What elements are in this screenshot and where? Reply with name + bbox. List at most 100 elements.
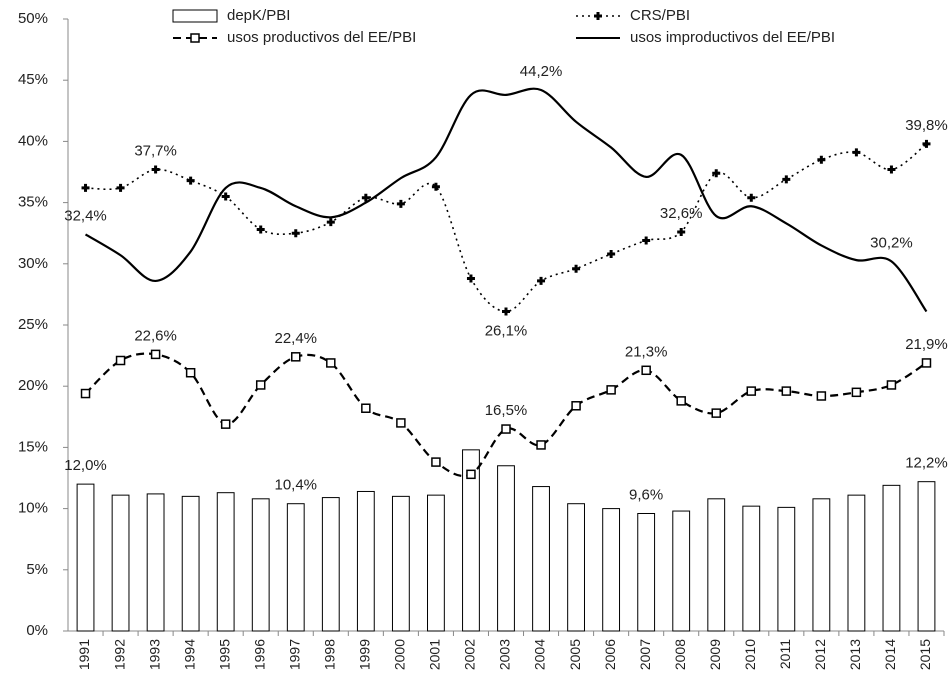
bar bbox=[251, 498, 270, 632]
data-label: 32,6% bbox=[660, 205, 703, 222]
x-tick-label: 2005 bbox=[567, 639, 583, 670]
x-tick-label: 2015 bbox=[917, 639, 933, 670]
y-tick-label: 30% bbox=[18, 255, 48, 272]
y-tick-label: 35% bbox=[18, 194, 48, 211]
marker bbox=[256, 225, 265, 234]
marker bbox=[361, 193, 370, 202]
marker bbox=[817, 155, 826, 164]
x-tick-label: 2000 bbox=[392, 639, 408, 670]
y-tick-label: 45% bbox=[18, 71, 48, 88]
bar bbox=[321, 497, 340, 632]
x-tick-label: 1991 bbox=[76, 639, 92, 670]
x-tick-label: 2002 bbox=[462, 639, 478, 670]
marker bbox=[607, 250, 616, 259]
x-tick-label: 2013 bbox=[847, 639, 863, 670]
marker bbox=[501, 424, 511, 434]
x-tick-label: 1996 bbox=[251, 639, 267, 670]
bar bbox=[356, 490, 375, 632]
marker bbox=[150, 349, 161, 360]
marker bbox=[151, 165, 160, 174]
x-tick-label: 1997 bbox=[286, 639, 302, 670]
marker bbox=[886, 380, 897, 390]
marker bbox=[291, 229, 300, 238]
bar bbox=[672, 510, 691, 632]
line bbox=[84, 87, 928, 313]
marker bbox=[711, 408, 721, 418]
x-tick-label: 1992 bbox=[111, 639, 127, 670]
marker bbox=[747, 193, 756, 202]
marker bbox=[431, 457, 441, 467]
bar bbox=[111, 494, 130, 632]
marker bbox=[190, 33, 200, 43]
x-tick-label: 2009 bbox=[707, 639, 723, 670]
marker bbox=[185, 367, 196, 378]
marker bbox=[594, 12, 602, 20]
legend-label: CRS/PBI bbox=[630, 7, 690, 24]
marker bbox=[255, 380, 266, 390]
x-tick-label: 1995 bbox=[216, 639, 232, 670]
bar bbox=[497, 465, 515, 632]
bar bbox=[637, 512, 656, 632]
x-tick-label: 2007 bbox=[637, 639, 653, 670]
marker bbox=[536, 440, 546, 450]
x-tick-label: 2010 bbox=[742, 639, 758, 670]
marker bbox=[80, 388, 91, 399]
x-tick-label: 2006 bbox=[602, 639, 618, 670]
marker bbox=[606, 385, 616, 395]
marker bbox=[326, 218, 335, 227]
x-tick-label: 2003 bbox=[497, 639, 513, 670]
x-tick-label: 1993 bbox=[146, 639, 162, 670]
marker bbox=[291, 352, 301, 362]
y-tick-label: 40% bbox=[18, 132, 48, 149]
line bbox=[85, 143, 927, 313]
data-label: 9,6% bbox=[629, 486, 663, 503]
marker bbox=[921, 358, 932, 368]
marker bbox=[115, 355, 126, 366]
bar bbox=[391, 495, 410, 632]
marker bbox=[186, 176, 195, 185]
bar bbox=[286, 503, 305, 632]
data-label: 10,4% bbox=[274, 477, 317, 494]
data-label: 44,2% bbox=[520, 63, 563, 80]
bar bbox=[917, 481, 936, 632]
marker bbox=[922, 139, 931, 148]
data-label: 12,0% bbox=[64, 457, 107, 474]
x-tick-label: 2011 bbox=[777, 639, 793, 669]
x-tick-label: 1999 bbox=[357, 639, 373, 670]
bar bbox=[216, 492, 235, 632]
bar bbox=[462, 449, 480, 632]
marker bbox=[537, 276, 546, 285]
x-tick-label: 1994 bbox=[181, 639, 197, 670]
marker bbox=[466, 469, 476, 480]
data-label: 32,4% bbox=[64, 207, 107, 224]
marker bbox=[782, 175, 791, 184]
data-label: 16,5% bbox=[485, 402, 528, 419]
marker bbox=[502, 307, 510, 316]
data-label: 22,6% bbox=[134, 327, 177, 344]
bar bbox=[532, 486, 550, 632]
legend-swatch bbox=[172, 9, 218, 23]
x-tick-label: 2008 bbox=[672, 639, 688, 670]
x-tick-label: 2014 bbox=[882, 639, 898, 670]
bar bbox=[146, 493, 165, 632]
marker bbox=[676, 396, 686, 406]
marker bbox=[642, 236, 651, 245]
x-tick-label: 1998 bbox=[322, 639, 338, 670]
data-label: 21,9% bbox=[905, 336, 948, 353]
data-label: 30,2% bbox=[870, 234, 913, 251]
data-label: 22,4% bbox=[274, 330, 317, 347]
bar bbox=[742, 505, 761, 632]
marker bbox=[220, 419, 231, 429]
legend-label: usos improductivos del EE/PBI bbox=[630, 29, 835, 46]
x-tick-label: 2004 bbox=[532, 639, 548, 670]
marker bbox=[431, 182, 440, 191]
bar bbox=[882, 484, 901, 632]
marker bbox=[781, 386, 792, 396]
x-tick-label: 2001 bbox=[427, 639, 443, 670]
marker bbox=[396, 199, 405, 208]
marker bbox=[641, 365, 651, 376]
y-tick-label: 5% bbox=[26, 561, 48, 578]
marker bbox=[851, 387, 862, 398]
bar bbox=[777, 506, 796, 632]
